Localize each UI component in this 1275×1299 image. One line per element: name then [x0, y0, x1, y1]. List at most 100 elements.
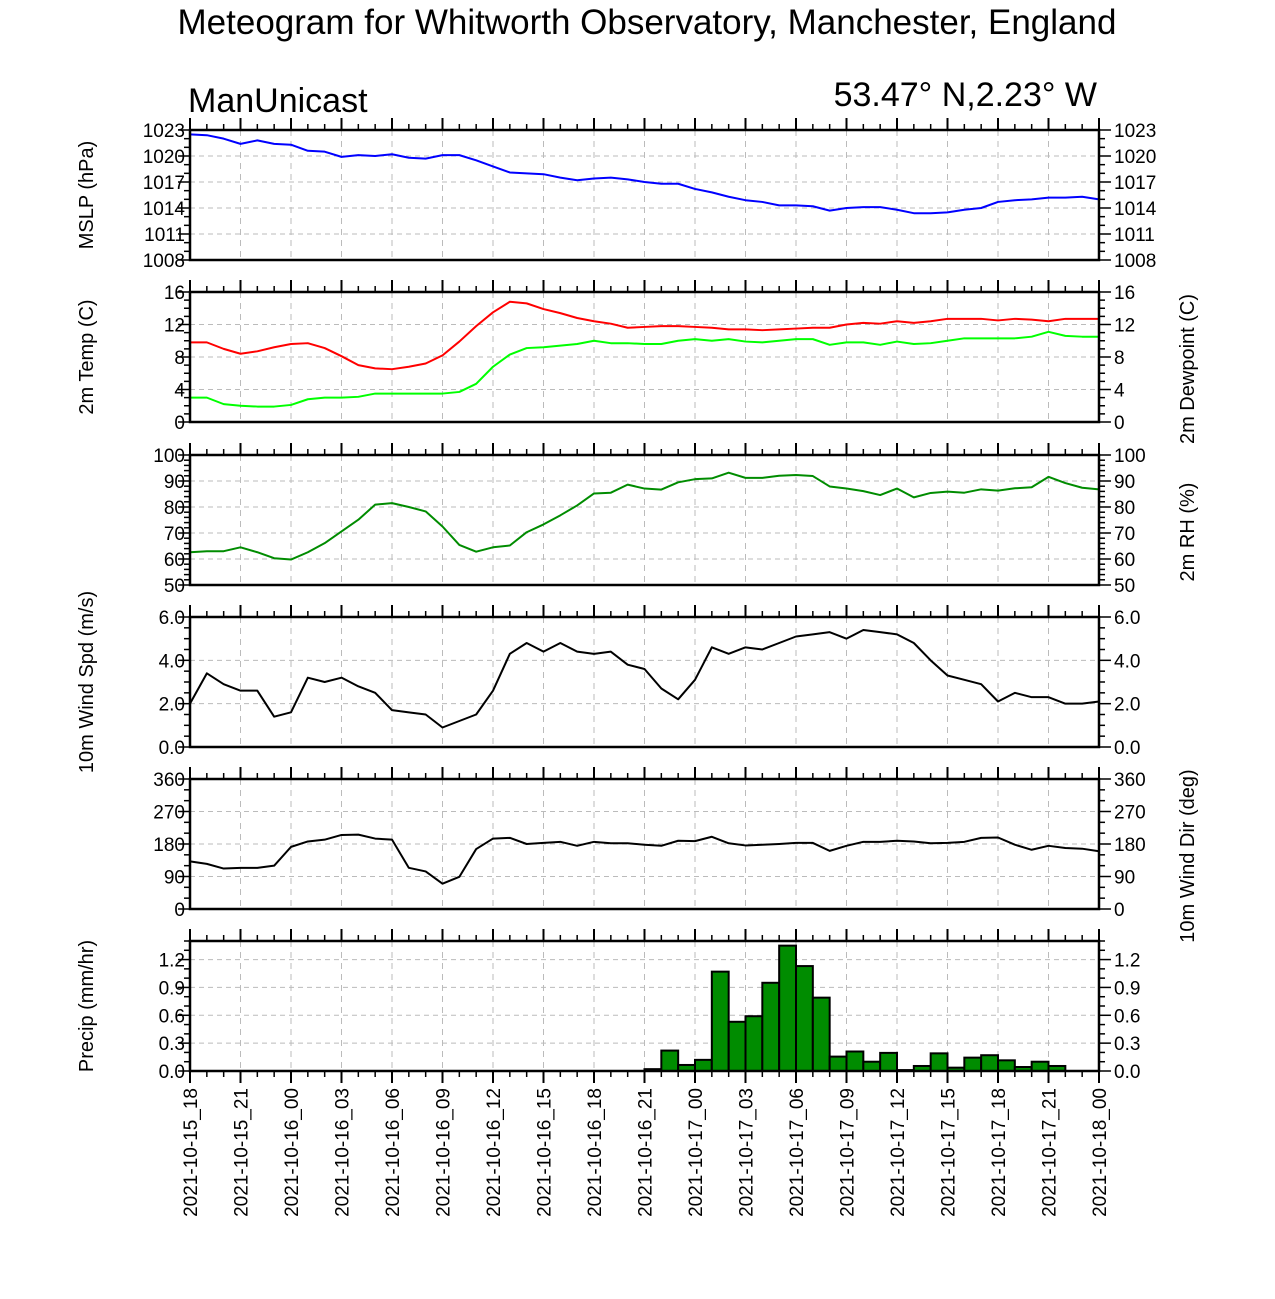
- y-tick-label-right: 4: [1114, 381, 1125, 402]
- x-tick-label: 2021-10-17_06: [787, 1088, 808, 1217]
- y-tick-label-right: 12: [1114, 316, 1135, 337]
- y-tick-label-left: 60: [164, 550, 185, 571]
- precip-bar: [997, 1059, 1016, 1072]
- y-tick-label-right: 0.9: [1114, 978, 1140, 999]
- panel-temperature: 0 0 4 4 8 8 12 12 16 16 2m Temp (C) 2m Dewpoint (C): [76, 280, 1199, 444]
- y-axis-label-left: 2m Temp (C): [76, 299, 98, 414]
- y-axis-label-right: 2m RH (%): [1177, 483, 1199, 582]
- panel-wind-speed: 0.0 0.0 2.0 2.0 4.0 4.0 6.0 6.0 10m Wind Spd (m/…: [76, 591, 1140, 773]
- series-line-10m-wind-dir: [189, 833, 1100, 885]
- y-tick-label-right: 6.0: [1114, 608, 1140, 629]
- x-tick-label: 2021-10-16_00: [282, 1088, 303, 1217]
- precip-bar: [694, 1058, 713, 1073]
- panel-mslp: 1008 1008 1011 1011 1014 1014 1017 1017 1020 1020…: [76, 118, 1157, 272]
- y-tick-label-right: 0.3: [1114, 1034, 1140, 1055]
- y-tick-label-right: 8: [1114, 348, 1125, 369]
- y-tick-label-right: 70: [1114, 524, 1135, 545]
- y-tick-label-left: 180: [153, 835, 185, 856]
- y-tick-label-left: 90: [164, 868, 185, 889]
- precip-bar: [963, 1056, 983, 1072]
- y-tick-label-left: 1017: [143, 173, 185, 194]
- x-tick-label: 2021-10-18_00: [1090, 1088, 1111, 1217]
- x-tick-label: 2021-10-17_00: [686, 1088, 707, 1217]
- y-tick-label-right: 100: [1114, 446, 1146, 467]
- x-tick-label: 2021-10-17_12: [888, 1088, 909, 1217]
- precip-bar: [929, 1052, 949, 1073]
- series-line-mslp: [189, 133, 1100, 215]
- y-tick-label-left: 0.3: [159, 1034, 185, 1055]
- y-tick-label-left: 0: [174, 413, 185, 434]
- y-tick-label-left: 1020: [143, 147, 185, 168]
- y-tick-label-right: 1.2: [1114, 951, 1140, 972]
- y-tick-label-left: 1014: [143, 199, 186, 220]
- precip-bar: [778, 944, 798, 1073]
- precip-bar: [660, 1049, 680, 1072]
- precip-bar: [1030, 1060, 1050, 1072]
- y-tick-label-left: 16: [164, 283, 185, 304]
- y-tick-label-right: 1023: [1114, 121, 1156, 142]
- y-tick-label-left: 270: [153, 803, 185, 824]
- y-tick-label-right: 2.0: [1114, 695, 1140, 716]
- y-tick-label-left: 6.0: [159, 608, 185, 629]
- y-tick-label-left: 4: [174, 381, 185, 402]
- y-tick-label-left: 80: [164, 498, 185, 519]
- precip-bar: [795, 965, 814, 1072]
- y-tick-label-left: 2.0: [159, 695, 185, 716]
- panel-precipitation: 0.0 0.0 0.3 0.3 0.6 0.6 0.9 0.9 1.2 1.2 Precip (mm…: [76, 929, 1140, 1083]
- y-tick-label-left: 0.0: [159, 738, 185, 759]
- x-tick-label: 2021-10-16_03: [333, 1088, 354, 1217]
- y-tick-label-right: 0.6: [1114, 1006, 1140, 1027]
- y-tick-label-right: 90: [1114, 472, 1135, 493]
- y-tick-label-left: 1011: [144, 225, 185, 246]
- y-tick-label-right: 4.0: [1114, 651, 1140, 672]
- panel-relative-humidity: 50 50 60 60 70 70 80 80 90 90 100 100 2m RH (%): [153, 443, 1199, 597]
- y-tick-label-right: 1014: [1114, 199, 1157, 220]
- y-tick-label-left: 0: [174, 900, 185, 921]
- y-tick-label-right: 1017: [1114, 173, 1156, 194]
- y-tick-label-right: 1011: [1114, 225, 1155, 246]
- y-tick-label-left: 360: [153, 770, 185, 791]
- y-tick-label-left: 1.2: [159, 951, 185, 972]
- x-tick-label: 2021-10-17_09: [838, 1088, 859, 1217]
- y-tick-label-right: 16: [1114, 283, 1135, 304]
- y-tick-label-left: 1008: [143, 251, 185, 272]
- precip-bar: [761, 981, 781, 1072]
- precip-bar: [710, 970, 730, 1073]
- y-tick-label-right: 50: [1114, 576, 1135, 597]
- series-line-2m-dewpoint: [190, 330, 1099, 408]
- precip-bar: [879, 1051, 899, 1072]
- x-tick-label: 2021-10-16_12: [484, 1088, 505, 1217]
- x-tick-label: 2021-10-16_18: [585, 1088, 606, 1217]
- x-tick-label: 2021-10-17_18: [989, 1088, 1010, 1217]
- y-axis-label-right: 10m Wind Dir (deg): [1177, 769, 1199, 942]
- y-tick-label-left: 0.9: [159, 978, 185, 999]
- precip-bar: [727, 1020, 747, 1072]
- x-tick-label: 2021-10-17_15: [939, 1088, 960, 1217]
- y-tick-label-right: 360: [1114, 770, 1146, 791]
- y-tick-label-right: 90: [1114, 868, 1135, 889]
- precip-bar: [828, 1055, 848, 1073]
- panel-wind-direction: 0 0 90 90 180 180 270 270 360 360 10m Wind Dir (de…: [153, 767, 1199, 943]
- series-line-10m-wind-spd: [189, 629, 1100, 729]
- precip-bar: [862, 1060, 882, 1072]
- y-tick-label-right: 0: [1114, 900, 1125, 921]
- series-line-2m-temp: [190, 300, 1099, 371]
- y-tick-label-right: 1020: [1114, 147, 1156, 168]
- y-tick-label-left: 8: [174, 348, 185, 369]
- y-tick-label-left: 0.6: [159, 1006, 185, 1027]
- y-axis-label-right: 2m Dewpoint (C): [1177, 294, 1199, 444]
- chart-subtitle-left: ManUnicast: [188, 82, 368, 120]
- x-tick-label: 2021-10-16_09: [434, 1088, 455, 1217]
- y-tick-label-right: 0.0: [1114, 738, 1140, 759]
- y-tick-label-left: 0.0: [159, 1062, 185, 1083]
- y-tick-label-left: 4.0: [159, 651, 185, 672]
- x-tick-label: 2021-10-15_18: [181, 1088, 202, 1217]
- precip-bar: [980, 1054, 1000, 1072]
- y-tick-label-right: 1008: [1114, 251, 1156, 272]
- x-tick-label: 2021-10-15_21: [232, 1088, 253, 1217]
- y-axis-label-left: 10m Wind Spd (m/s): [76, 591, 98, 773]
- precip-bar: [744, 1015, 764, 1073]
- y-tick-label-left: 100: [153, 446, 185, 467]
- y-tick-label-left: 12: [164, 316, 185, 337]
